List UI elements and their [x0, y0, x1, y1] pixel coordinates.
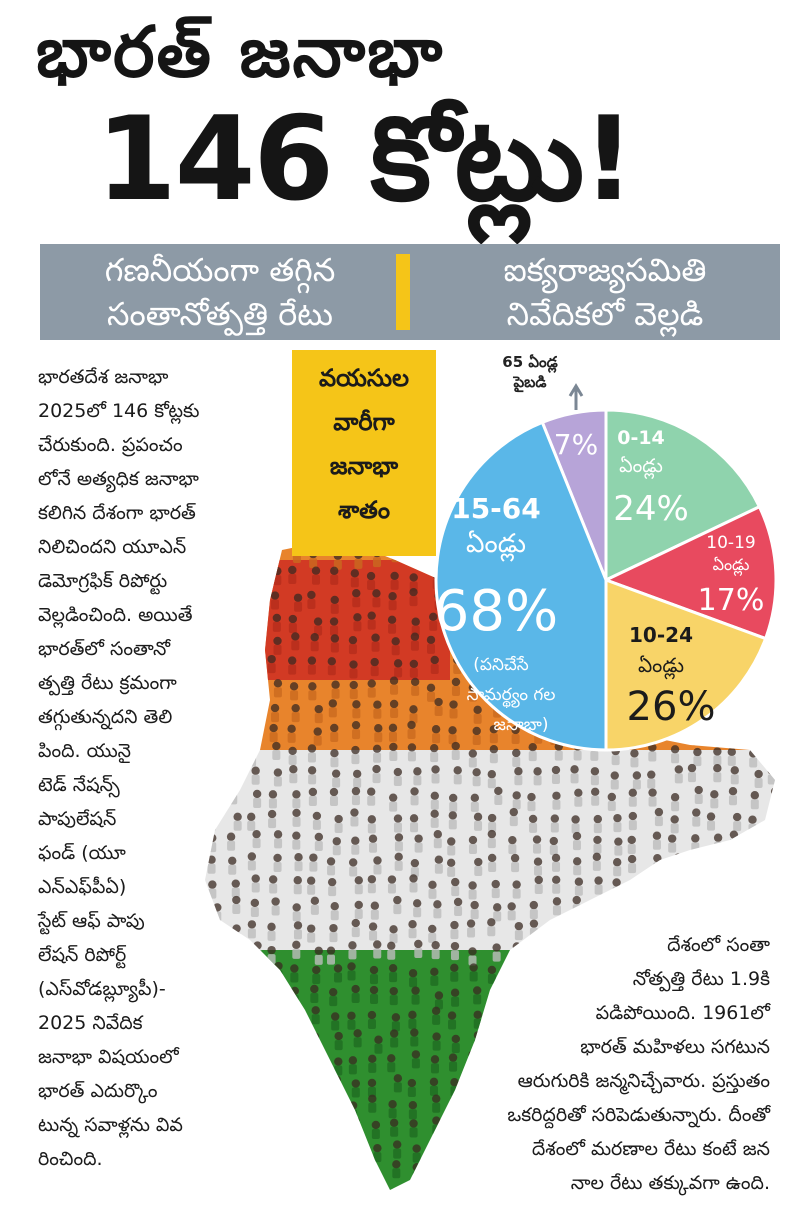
- article-left-line: (ఎస్‌వోడబ్ల్యూపీ)-: [38, 978, 166, 1000]
- article-left-line: స్టేట్ ఆఫ్ పాపు: [38, 910, 145, 932]
- pie-label-range: 10-24: [629, 623, 693, 647]
- band-right-line: ఐక్యరాజ్యసమితి: [503, 251, 707, 289]
- pie-value-label: 24%: [613, 489, 689, 529]
- band-right-line: నివేదికలో వెల్లడి: [506, 295, 704, 333]
- callout-line: 65 ఏండ్ల: [502, 353, 558, 371]
- pie-label-text: ఏండ్లు: [466, 529, 526, 562]
- chart-title-line: శాతం: [337, 496, 390, 524]
- article-left-line: టెడ్ నేషన్స్: [38, 774, 120, 796]
- pie-slice-15-64: [434, 420, 608, 752]
- callout-line: పైబడి: [513, 373, 547, 391]
- article-right-line: ఆరుగురికి జన్మనిచ్చేవారు. ప్రస్తుతం: [517, 1070, 770, 1092]
- subheading-band: గణనీయంగా తగ్గిన సంతానోత్పత్తి రేటు ఐక్యర…: [40, 244, 780, 340]
- article-right: దేశంలో సంతా నోత్పత్తి రేటు 1.9కి పడిపోయింద…: [430, 928, 770, 1200]
- article-left-line: భారత్‌లో సంతానో: [38, 638, 171, 660]
- article-left-line: త్పత్తి రేటు క్రమంగా: [38, 672, 177, 694]
- article-left-line: చేరుకుంది. ప్రపంచం: [38, 434, 183, 456]
- article-left-line: జనాభా విషయంలో: [38, 1046, 179, 1068]
- pie-label-range: 0-14: [617, 427, 665, 449]
- article-right-line: నోత్పత్తి రేటు 1.9కి: [632, 968, 770, 990]
- pie-note-line: (పనిచేసే: [473, 655, 529, 675]
- pie-label-range: 10-19: [706, 533, 755, 553]
- chart-title-line: వారీగా: [333, 408, 395, 436]
- article-left-line: ఎన్ఎఫ్‌పీఏ): [38, 876, 127, 898]
- article-left-line: 2025లో 146 కోట్లకు: [38, 400, 200, 422]
- pie-label-text: ఏండ్లు: [713, 555, 750, 576]
- band-left: గణనీయంగా తగ్గిన సంతానోత్పత్తి రేటు: [40, 248, 400, 336]
- article-right-line: ఒకరిద్దరితో సరిపెడుతున్నారు. దీంతో: [507, 1104, 770, 1126]
- pie-value-label: 26%: [627, 684, 716, 730]
- chart-title-line: జనాభా: [329, 452, 399, 480]
- article-left-line: కలిగిన దేశంగా భారత్: [38, 502, 196, 524]
- age-pie-chart: 0-14ఏండ్లు24%10-19ఏండ్లు17%10-24ఏండ్లు26…: [434, 383, 778, 752]
- band-right: ఐక్యరాజ్యసమితి నివేదికలో వెల్లడి: [430, 248, 780, 336]
- article-left-line: డెమోగ్రఫిక్ రిపోర్టు: [38, 570, 168, 592]
- article-right-line: దేశంలో మరణాల రేటు కంటే జన: [531, 1138, 770, 1160]
- article-right-line: నాల రేటు తక్కువగా ఉంది.: [570, 1172, 770, 1194]
- pie-value-label: 17%: [698, 583, 765, 618]
- article-left-line: వెల్లడించింది. అయితే: [38, 604, 193, 626]
- article-right-line: పడిపోయింది. 1961లో: [595, 1002, 770, 1024]
- article-left-line: పింది. యునై: [38, 740, 131, 762]
- article-left-line: రించింది.: [38, 1148, 103, 1170]
- callout-pointer: [568, 383, 584, 410]
- band-left-line: గణనీయంగా తగ్గిన: [104, 251, 336, 289]
- band-left-line: సంతానోత్పత్తి రేటు: [107, 295, 333, 333]
- pie-value-label: 68%: [434, 579, 558, 644]
- headline-line1: భారత్ జనాభా: [36, 11, 445, 93]
- chart-title-box: వయసుల వారీగా జనాభా శాతం: [292, 350, 436, 556]
- pie-slice-0-14: [604, 408, 762, 583]
- article-left-line: లోనే అత్యధిక జనాభా: [38, 468, 199, 490]
- article-right-line: దేశంలో సంతా: [667, 934, 770, 956]
- article-left-line: నిలిచిందని యూఎన్: [38, 536, 187, 558]
- pie-note-line: జనాభా): [494, 715, 549, 735]
- pie-label-range: 15-64: [451, 492, 541, 525]
- band-divider: [396, 254, 410, 330]
- chart-title-line: వయసుల: [318, 364, 410, 392]
- pie-note-line: సామర్థ్యం గల: [467, 685, 556, 708]
- pie-callout-label: 65 ఏండ్ల పైబడి: [470, 352, 590, 392]
- headline-line2: 146 కోట్లు!: [96, 92, 635, 227]
- pie-label-text: ఏండ్లు: [619, 455, 663, 480]
- article-left-line: పాపులేషన్: [38, 808, 117, 830]
- pie-slice-10-24: [604, 577, 768, 752]
- article-left-line: లేషన్ రిపోర్ట్: [38, 944, 127, 966]
- article-right-line: భారత్ మహిళలు సగటున: [580, 1036, 770, 1058]
- article-left: భారతదేశ జనాభా 2025లో 146 కోట్లకు చేరుకుంది…: [38, 360, 263, 1176]
- article-left-line: ఫండ్ (యూ: [38, 842, 126, 864]
- article-left-line: టున్న సవాళ్లను వివ: [38, 1114, 183, 1136]
- pie-label-text: ఏండ్లు: [638, 653, 684, 680]
- article-left-line: భారత్ ఎదుర్కొం: [38, 1080, 158, 1102]
- pie-slice-10-19: [602, 504, 778, 641]
- article-left-line: భారతదేశ జనాభా: [38, 366, 169, 388]
- article-left-line: తగ్గుతున్నదని తెలి: [38, 706, 173, 728]
- pie-value-label: 7%: [554, 428, 598, 461]
- article-left-line: 2025 నివేదిక: [38, 1012, 143, 1034]
